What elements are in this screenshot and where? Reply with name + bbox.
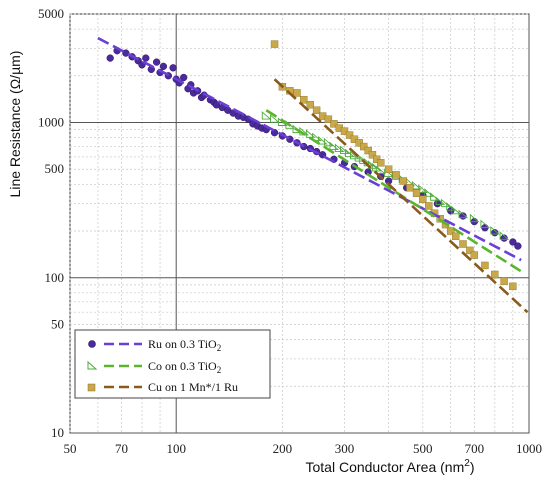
data-point-cu (412, 189, 421, 197)
legend-label-cu: Cu on 1 Mn*/1 Ru (148, 380, 238, 394)
y-tick-label: 100 (45, 270, 65, 285)
data-point-cu (324, 115, 333, 123)
data-point-ru (514, 242, 522, 250)
data-point-co (490, 226, 501, 235)
y-tick-labels: 5000 1000 500 100 50 10 (38, 6, 64, 440)
data-point-co (329, 141, 340, 151)
x-tick-label: 500 (413, 441, 433, 456)
legend-marker-cu (87, 383, 96, 392)
data-point-co (499, 231, 510, 240)
legend: Ru on 0.3 TiO2 Co on 0.3 TiO2 Cu on 1 Mn… (74, 329, 271, 399)
data-point-cu (306, 101, 315, 109)
data-point-cu (459, 240, 467, 248)
data-point-co (480, 219, 491, 229)
data-point-cu (355, 139, 363, 147)
data-point-ru (106, 54, 114, 62)
x-tick-label: 700 (465, 441, 485, 456)
y-tick-label: 1000 (38, 115, 64, 130)
data-point-cu (419, 195, 427, 204)
data-point-co (277, 117, 288, 126)
data-point-cu (452, 232, 460, 240)
data-point-cu (270, 40, 279, 48)
y-tick-label: 50 (51, 316, 64, 331)
data-point-co (318, 136, 328, 145)
data-point-ru (142, 54, 150, 62)
data-points (106, 40, 522, 291)
data-point-co (435, 196, 446, 205)
data-point-cu (406, 184, 414, 192)
legend-label-co: Co on 0.3 TiO2 (148, 359, 221, 375)
data-point-co (376, 165, 386, 175)
data-point-cu (312, 106, 321, 114)
data-point-cu (360, 142, 368, 151)
data-point-co (446, 202, 456, 211)
data-point-ru (433, 200, 442, 208)
data-point-co (424, 188, 435, 197)
data-point-co (354, 153, 365, 162)
legend-marker-co (87, 360, 98, 370)
data-point-co (458, 209, 469, 219)
data-point-ru (447, 207, 455, 215)
data-point-cu (364, 146, 372, 155)
data-point-cu (330, 120, 338, 128)
data-point-co (261, 111, 272, 120)
data-point-co (340, 145, 350, 154)
x-tick-label: 50 (64, 441, 77, 456)
data-point-co (345, 148, 355, 158)
y-tick-label: 5000 (38, 6, 64, 21)
data-point-cu (399, 177, 407, 185)
legend-label-ru: Ru on 0.3 TiO2 (148, 337, 221, 353)
x-axis-title: Total Conductor Area (nm2) (306, 458, 475, 475)
data-point-cu (466, 246, 474, 255)
data-point-ru (152, 58, 161, 66)
data-point-co (441, 198, 451, 208)
x-tick-label: 300 (335, 441, 355, 456)
data-point-cu (481, 261, 489, 270)
y-tick-label: 10 (51, 425, 64, 440)
data-point-cu (470, 251, 479, 259)
data-point-cu (345, 131, 354, 139)
data-point-ru (169, 64, 177, 72)
data-point-cu (377, 159, 385, 167)
data-point-cu (491, 270, 499, 279)
fit-line-ru (97, 36, 522, 262)
legend-marker-ru (88, 340, 96, 348)
data-point-cu (384, 165, 393, 173)
x-tick-label: 200 (273, 441, 293, 456)
data-point-co (334, 143, 345, 152)
data-point-cu (293, 89, 301, 97)
data-point-ru (180, 73, 188, 82)
data-point-co (418, 184, 428, 193)
fit-line-cu (273, 78, 529, 314)
data-point-cu (368, 151, 377, 159)
data-point-ru (509, 238, 517, 246)
data-point-cu (425, 202, 433, 210)
data-point-cu (392, 171, 400, 179)
y-tick-label: 500 (45, 161, 65, 176)
x-tick-label: 70 (115, 441, 128, 456)
data-point-ru (500, 234, 508, 242)
data-point-co (469, 213, 480, 223)
x-tick-label: 1000 (516, 441, 542, 456)
data-point-cu (509, 282, 517, 291)
data-point-co (451, 205, 461, 215)
data-point-cu (300, 96, 308, 104)
x-tick-label: 100 (166, 441, 186, 456)
fit-lines (97, 36, 529, 314)
data-point-co (349, 150, 360, 160)
data-point-cu (500, 277, 508, 285)
data-point-co (270, 114, 280, 123)
data-point-cu (340, 127, 349, 135)
y-axis-title: Line Resistance (Ω/µm) (7, 51, 23, 198)
data-point-ru (159, 62, 168, 71)
data-point-co (430, 192, 440, 201)
x-tick-labels: 50 70 100 200 300 500 700 1000 (64, 441, 543, 456)
data-point-co (323, 137, 334, 147)
data-point-cu (447, 227, 455, 235)
